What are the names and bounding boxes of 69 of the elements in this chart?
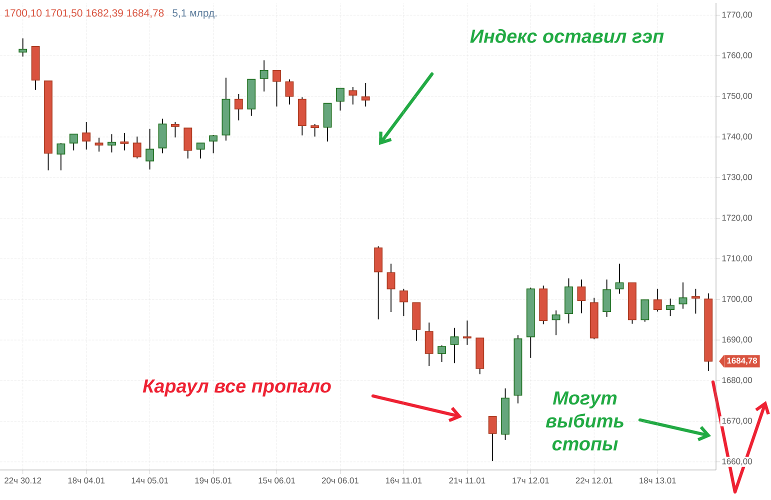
y-tick-label: 1700,00 <box>722 296 752 303</box>
x-tick-label: 14ч 05.01 <box>132 478 168 484</box>
candlestick <box>400 288 408 317</box>
annotation: Караул все пропало <box>142 380 331 396</box>
candlestick <box>488 416 497 462</box>
candlestick <box>82 122 91 150</box>
candlestick <box>424 322 434 366</box>
y-tick-label: 1680,00 <box>722 377 752 384</box>
candlestick <box>310 124 320 138</box>
candlestick <box>374 246 383 320</box>
text: 5,1 млрд. <box>172 9 217 19</box>
text: 1700,10 1701,50 1682,39 1684,78 <box>5 9 164 18</box>
candlestick <box>108 134 116 153</box>
candlestick <box>691 288 700 314</box>
candlestick <box>184 128 192 159</box>
candlestick <box>18 38 28 58</box>
y-tick-label: 1660,00 <box>722 458 752 466</box>
text: 1684,78 <box>727 358 758 365</box>
candlestick <box>348 86 358 105</box>
candlestick <box>577 279 586 314</box>
candlestick <box>438 344 446 362</box>
candlestick <box>323 102 332 142</box>
y-tick-label: 1720,00 <box>722 214 752 222</box>
y-tick-label: 1750,00 <box>722 92 752 100</box>
candlestick <box>146 128 154 170</box>
y-tick-label: 1730,00 <box>722 174 752 182</box>
y-tick-label: 1740,00 <box>722 134 752 140</box>
candlestick <box>196 142 205 159</box>
candlestick <box>209 134 218 154</box>
candlestick <box>678 282 688 310</box>
candlestick <box>272 70 281 107</box>
y-tick-label: 1670,00 <box>722 418 752 425</box>
candlestick <box>640 299 650 322</box>
x-tick-label: 18ч 04.01 <box>68 478 105 484</box>
annotation: Могут выбить стопы <box>546 391 624 451</box>
y-tick-label: 1770,00 <box>722 12 752 19</box>
candlestick <box>260 60 268 92</box>
candlestick <box>336 88 344 112</box>
candlestick <box>462 320 472 346</box>
candlestick <box>120 132 129 151</box>
x-tick-label: 17ч 12.01 <box>512 478 549 484</box>
x-tick-label: 20ч 06.01 <box>322 478 358 484</box>
x-tick-label: 18ч 13.01 <box>640 478 676 484</box>
candlestick <box>69 134 78 151</box>
y-tick-label: 1690,00 <box>722 336 752 344</box>
y-tick-label: 1710,00 <box>722 255 752 262</box>
candlestick <box>552 310 560 336</box>
x-tick-label: 19ч 05.01 <box>195 478 232 484</box>
candlestick <box>158 118 167 154</box>
candlestick <box>361 82 370 107</box>
x-tick-label: 21ч 11.01 <box>449 478 486 484</box>
y-tick-label: 1760,00 <box>722 52 752 60</box>
candlestick <box>450 327 459 364</box>
x-tick-label: 22ч 30.12 <box>4 478 42 484</box>
x-tick-label: 16ч 11.01 <box>386 478 422 484</box>
candlestick <box>132 136 142 159</box>
candlestick <box>615 263 624 294</box>
candlestick <box>285 78 294 105</box>
candlestick <box>602 279 612 318</box>
x-tick-label: 15ч 06.01 <box>258 478 296 484</box>
candlestick <box>234 94 243 121</box>
annotation: Индекс оставил гэп <box>470 29 664 43</box>
candlestick <box>56 142 66 171</box>
candlestick <box>653 288 662 312</box>
candlestick <box>94 137 104 152</box>
candlestick <box>386 263 396 312</box>
candlestick <box>170 122 180 138</box>
x-tick-label: 22ч 12.01 <box>576 478 612 484</box>
candlestick <box>666 298 675 317</box>
